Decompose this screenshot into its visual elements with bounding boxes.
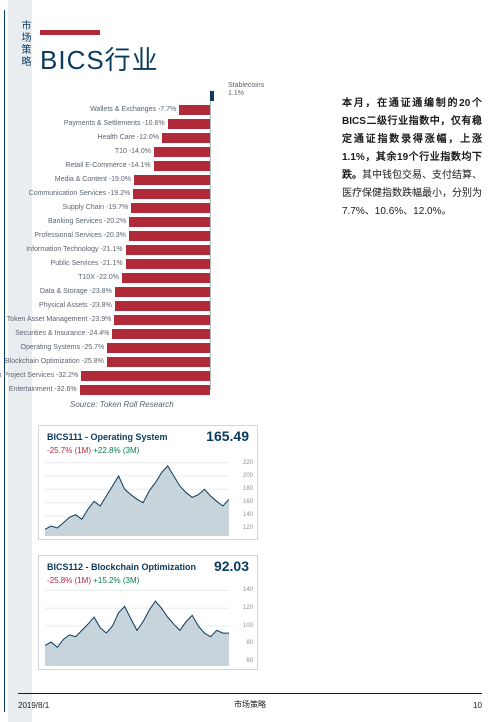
- bar-label: Professional Services -20.3%: [34, 230, 125, 242]
- bar-row: Payments & Settlements -10.6%: [40, 118, 320, 130]
- bar-label: Payments & Settlements -10.6%: [64, 118, 165, 130]
- text-segment: 其中钱包交易、支付结算、医疗保健指数跌幅最小，分别为7.7%、10.6%、12.…: [342, 170, 482, 217]
- bar-rect: [112, 329, 210, 339]
- ytick-label: 120: [243, 525, 253, 531]
- bar-rect: [154, 161, 210, 171]
- ytick-label: 140: [243, 512, 253, 518]
- ytick-label: 180: [243, 486, 253, 492]
- bar-row: Retail E-Commerce -14.1%: [40, 160, 320, 172]
- bar-rect: [129, 231, 210, 241]
- bar-label: Retail E-Commerce -14.1%: [65, 160, 150, 172]
- bar-rect: [210, 91, 214, 101]
- bar-row: Entertainment -32.6%: [40, 384, 320, 396]
- mini-chart-bics112: BICS112 - Blockchain Optimization 92.03 …: [38, 555, 258, 670]
- bar-rect: [126, 245, 210, 255]
- bar-row: Professional Services -20.3%: [40, 230, 320, 242]
- bar-label: Communication Services -19.2%: [29, 188, 131, 200]
- ytick-label: 60: [246, 658, 253, 664]
- bar-rect: [114, 315, 210, 325]
- bar-row: Information Technology -21.1%: [40, 244, 320, 256]
- bar-row: Media & Content -19.0%: [40, 174, 320, 186]
- bar-row: Supply Chain -19.7%: [40, 202, 320, 214]
- ytick-label: 80: [246, 640, 253, 646]
- bar-row: Communication Services -19.2%: [40, 188, 320, 200]
- bar-label: Blockchain Project Services -32.2%: [0, 370, 78, 382]
- mini-chart-yaxis: 120 140 160 180 200 220: [231, 456, 253, 535]
- mini-chart-svg: [45, 456, 229, 536]
- bar-label: Public Services -21.1%: [51, 258, 123, 270]
- mini-chart-value: 165.49: [206, 428, 249, 444]
- bar-rect: [122, 273, 210, 283]
- bics-bar-chart: Stablecoins1.1% Wallets & Exchanges -7.7…: [40, 90, 320, 400]
- bar-label: Information Technology -21.1%: [26, 244, 122, 256]
- footer-rule: [18, 693, 482, 694]
- bar-label: T10 -14.0%: [115, 146, 151, 158]
- page-title: BICS行业: [40, 40, 159, 77]
- bar-rect: [134, 175, 210, 185]
- bar-rect: [133, 189, 210, 199]
- bar-label: Operating Systems -25.7%: [21, 342, 105, 354]
- bar-label: Banking Services -20.2%: [48, 216, 126, 228]
- bar-rect: [126, 259, 210, 269]
- ytick-label: 140: [243, 587, 253, 593]
- bar-rect: [162, 133, 210, 143]
- ytick-label: 100: [243, 623, 253, 629]
- bar-rect: [107, 357, 210, 367]
- bar-rect: [131, 203, 210, 213]
- bar-row: Operating Systems -25.7%: [40, 342, 320, 354]
- mini-chart-title: BICS112 - Blockchain Optimization: [47, 562, 196, 572]
- bar-row: Data & Storage -23.8%: [40, 286, 320, 298]
- bar-label: Blockchain Optimization -25.8%: [5, 356, 104, 368]
- bar-rect: [81, 371, 210, 381]
- summary-paragraph: 本月，在通证通编制的20个BICS二级行业指数中，仅有稳定通证指数录得涨幅，上涨…: [342, 95, 482, 221]
- bar-label: Entertainment -32.6%: [9, 384, 77, 396]
- bar-row: Wallets & Exchanges -7.7%: [40, 104, 320, 116]
- bar-rect: [179, 105, 210, 115]
- bar-row: Securities & Insurance -24.4%: [40, 328, 320, 340]
- bar-rect: [129, 217, 210, 227]
- mini-chart-perf: -25.7% (1M) +22.8% (3M): [47, 446, 139, 455]
- bar-label: T10X -22.0%: [78, 272, 119, 284]
- bar-label: Physical Assets -23.8%: [39, 300, 112, 312]
- bar-label: Securities & Insurance -24.4%: [15, 328, 109, 340]
- ytick-label: 120: [243, 605, 253, 611]
- bar-row: T10 -14.0%: [40, 146, 320, 158]
- bar-row: Physical Assets -23.8%: [40, 300, 320, 312]
- mini-chart-yaxis: 60 80 100 120 140: [231, 586, 253, 665]
- mini-chart-title: BICS111 - Operating System: [47, 432, 168, 442]
- bar-rect: [168, 119, 210, 129]
- sidebar-label: 市场策略: [8, 20, 32, 68]
- bar-row: T10X -22.0%: [40, 272, 320, 284]
- bar-row: Blockchain Optimization -25.8%: [40, 356, 320, 368]
- text-segment: 本月，在通证通编制的20个BICS二级行业指数中，仅有稳定通证指数录得涨幅，上涨…: [342, 98, 482, 181]
- bar-row: Banking Services -20.2%: [40, 216, 320, 228]
- bar-label: Data & Storage -23.8%: [40, 286, 112, 298]
- title-accent-bar: [40, 30, 100, 35]
- chart-source: Source: Token Roll Research: [70, 400, 174, 409]
- mini-chart-svg: [45, 586, 229, 666]
- ytick-label: 160: [243, 499, 253, 505]
- bar-label: Health Care -12.0%: [98, 132, 159, 144]
- bar-label: Media & Content -19.0%: [55, 174, 131, 186]
- footer-page: 10: [473, 701, 482, 710]
- mini-chart-perf: -25.8% (1M) +15.2% (3M): [47, 576, 139, 585]
- bar-row: Blockchain Project Services -32.2%: [40, 370, 320, 382]
- mini-chart-bics111: BICS111 - Operating System 165.49 -25.7%…: [38, 425, 258, 540]
- mini-chart-value: 92.03: [214, 558, 249, 574]
- footer-center: 市场策略: [0, 699, 500, 710]
- bar-label: Supply Chain -19.7%: [62, 202, 128, 214]
- bar-rect: [107, 343, 210, 353]
- bar-row: Token Asset Management -23.9%: [40, 314, 320, 326]
- bar-row: Public Services -21.1%: [40, 258, 320, 270]
- ytick-label: 220: [243, 460, 253, 466]
- bar-label: Token Asset Management -23.9%: [7, 314, 112, 326]
- ytick-label: 200: [243, 473, 253, 479]
- bar-row: Health Care -12.0%: [40, 132, 320, 144]
- bar-rect: [115, 301, 210, 311]
- bar-rect: [115, 287, 210, 297]
- bar-label: Wallets & Exchanges -7.7%: [90, 104, 176, 116]
- bar-row: [40, 90, 320, 102]
- bar-rect: [154, 147, 210, 157]
- bar-rect: [80, 385, 210, 395]
